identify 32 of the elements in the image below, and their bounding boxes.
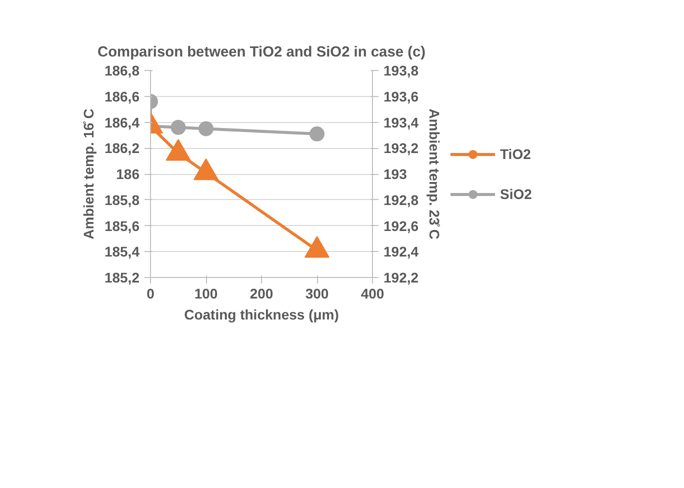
y2-tick-label: 193,2 <box>384 140 419 156</box>
y-tick-label: 186 <box>116 166 140 182</box>
point <box>170 120 186 135</box>
x-axis-title: Coating thickness (μm) <box>184 306 339 322</box>
y-tick-label: 185,2 <box>104 270 140 286</box>
y-tick-label: 186,2 <box>104 140 140 156</box>
y-tick-label: 185,8 <box>104 192 140 208</box>
x-tick-label: 300 <box>305 286 329 302</box>
y-tick-label: 186,8 <box>104 62 140 78</box>
y2-tick-label: 192,2 <box>384 270 419 286</box>
x-tick-label: 0 <box>146 286 155 302</box>
y2-tick-label: 192,4 <box>384 244 419 260</box>
legend-label: TiO2 <box>500 146 531 162</box>
legend-label: SiO2 <box>500 186 532 202</box>
y2-tick-label: 192,8 <box>384 192 419 208</box>
y2-tick-label: 193,6 <box>384 88 419 104</box>
y-tick-label: 185,6 <box>104 218 140 234</box>
point <box>310 126 324 142</box>
y-tick-label: 186,6 <box>104 88 140 104</box>
point <box>198 121 214 136</box>
x-tick-label: 200 <box>250 286 274 302</box>
x-tick-label: 100 <box>194 286 218 302</box>
y2-tick-label: 193 <box>384 166 408 182</box>
x-tick-label: 400 <box>360 286 384 302</box>
y-tick-label: 185,4 <box>104 244 140 260</box>
y-tick-label: 186,4 <box>104 114 140 130</box>
y2-tick-label: 193,4 <box>384 114 419 130</box>
y-axis-title: Ambient temp. 16̊ C <box>80 108 96 240</box>
y2-tick-label: 192,6 <box>384 218 419 234</box>
y2-axis-title: Ambient temp. 23̊ C <box>426 108 443 240</box>
chart-title: Comparison between TiO2 and SiO2 in case (c) <box>98 44 426 60</box>
y2-tick-label: 193,8 <box>384 62 419 78</box>
